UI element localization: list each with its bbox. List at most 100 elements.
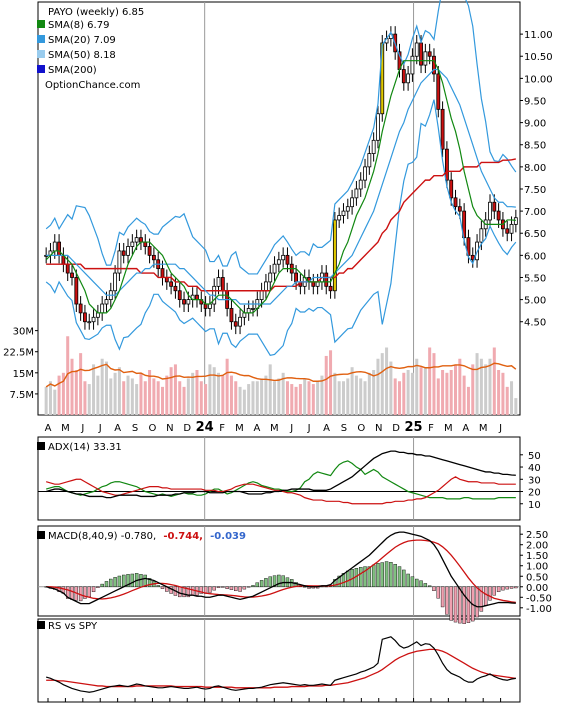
candle-body	[457, 206, 462, 212]
candle-body	[57, 241, 61, 256]
volume-bar	[510, 381, 514, 415]
volume-bar	[208, 364, 212, 415]
candle-body	[423, 51, 428, 66]
volume-bar	[229, 375, 233, 415]
macd-hist-bar	[453, 586, 458, 623]
volume-bar	[393, 378, 397, 415]
candle-body	[328, 285, 333, 292]
macd-hist-bar	[190, 586, 195, 596]
legend-sma8-swatch	[37, 20, 45, 28]
macd-hist-bar	[462, 586, 466, 624]
macd-hist-bar	[436, 586, 440, 599]
month-label: J	[98, 423, 102, 434]
volume-bar	[186, 378, 190, 415]
adx-tick-label: 50	[528, 451, 541, 462]
macd-hist-bar	[130, 573, 135, 587]
volume-bar	[367, 372, 371, 415]
volume-bar	[492, 347, 496, 415]
volume-bar	[104, 361, 108, 415]
candle-body	[259, 290, 264, 301]
macd-hist-bar	[445, 586, 449, 615]
candle-body	[195, 294, 199, 301]
macd-hist-bar	[492, 586, 497, 596]
macd-hist-bar	[160, 586, 165, 589]
volume-bar	[372, 370, 376, 415]
adx-panel-frame	[37, 436, 521, 521]
volume-bar	[441, 370, 445, 415]
month-label: D	[392, 423, 400, 434]
macd-hist-bar	[337, 575, 341, 587]
month-label: S	[132, 423, 138, 434]
price-legend: PAYO (weekly) 6.85 SMA(8) 6.79 SMA(20) 7…	[37, 7, 144, 91]
volume-bar	[445, 372, 449, 415]
volume-bar	[113, 372, 117, 415]
candle-body	[147, 246, 152, 256]
candle-body	[78, 303, 83, 314]
volume-bar	[169, 367, 173, 415]
adx-tick-label: 20	[528, 488, 541, 499]
candle-body	[419, 42, 423, 66]
candle-body	[332, 219, 337, 292]
volume-bar	[354, 375, 358, 415]
volume-bar	[79, 353, 83, 415]
macd-hist-bar	[389, 562, 393, 587]
volume-bar	[173, 364, 177, 415]
volume-bar	[255, 381, 259, 415]
volume-bar	[320, 375, 324, 415]
macd-hist-bar	[186, 586, 191, 598]
macd-hist-bar	[281, 575, 285, 587]
volume-bar	[337, 381, 341, 415]
price-tick-label: 8.50	[524, 141, 546, 152]
price-tick-label: 7.00	[524, 207, 546, 218]
macd-hist-bar	[367, 566, 372, 587]
macd-hist-bar	[341, 573, 346, 587]
candle-body	[492, 201, 497, 212]
macd-hist-bar	[458, 586, 462, 624]
candle-body	[203, 303, 208, 309]
volume-bar	[436, 378, 440, 415]
macd-hist-bar	[514, 586, 518, 589]
macd-hist-bar	[483, 586, 488, 606]
volume-bar	[130, 378, 134, 415]
month-label: N	[375, 423, 382, 434]
macd-hist-bar	[126, 574, 130, 587]
candle-body	[324, 272, 329, 287]
volume-bar	[160, 386, 165, 415]
macd-hist-bar	[143, 574, 147, 587]
macd-hist-bar	[91, 586, 96, 593]
volume-bar	[285, 381, 289, 415]
macd-hist-bar	[259, 580, 264, 587]
legend-sma50-label: SMA(50) 8.18	[48, 50, 116, 61]
volume-bar	[479, 358, 483, 415]
candle-body	[134, 237, 139, 243]
macd-label: MACD(8,40,9) -0.780, -0.744, -0.039	[48, 531, 246, 542]
candle-body	[341, 210, 346, 216]
price-tick-label: 9.50	[524, 96, 546, 107]
macd-hist-bar	[57, 586, 61, 593]
volume-bar	[501, 372, 505, 415]
lower-band-line	[45, 99, 517, 357]
volume-tick-label: 30M	[13, 327, 34, 338]
month-label: F	[428, 423, 434, 434]
month-label: J	[307, 423, 311, 434]
month-label: J	[80, 423, 84, 434]
candle-body	[401, 69, 406, 84]
volume-bar	[152, 378, 156, 415]
macd-hist-bar	[505, 586, 509, 590]
volume-bar	[380, 353, 384, 415]
macd-hist-bar	[83, 586, 87, 599]
macd-hist-bar	[182, 586, 186, 598]
macd-hist-bar	[410, 576, 415, 587]
volume-bar	[303, 378, 307, 415]
candle-body	[52, 241, 57, 252]
volume-bar	[100, 358, 104, 415]
volume-bar	[385, 347, 389, 415]
volume-bar	[290, 384, 294, 415]
candle-body	[104, 299, 109, 305]
candle-body	[139, 237, 143, 243]
volume-bar	[341, 381, 345, 415]
volume-tick-label: 22.5M	[3, 348, 34, 359]
candle-body	[220, 277, 225, 292]
macd-hist-bar	[449, 586, 453, 621]
macd-line	[46, 531, 516, 608]
